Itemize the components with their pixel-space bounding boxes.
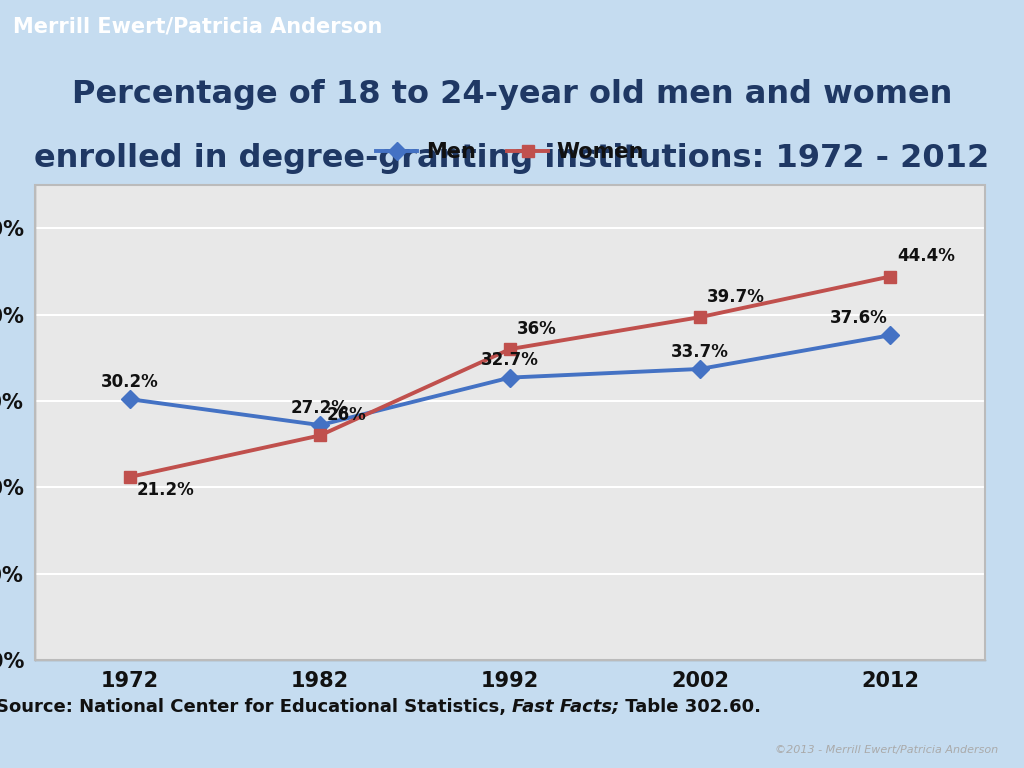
Text: enrolled in degree-granting institutions: 1972 - 2012: enrolled in degree-granting institutions… xyxy=(35,144,989,174)
Text: Table 302.60.: Table 302.60. xyxy=(620,697,762,716)
Text: 44.4%: 44.4% xyxy=(897,247,954,266)
Text: 39.7%: 39.7% xyxy=(707,288,765,306)
Text: 36%: 36% xyxy=(517,320,557,338)
Text: Percentage of 18 to 24-year old men and women: Percentage of 18 to 24-year old men and … xyxy=(72,78,952,110)
Text: 21.2%: 21.2% xyxy=(137,481,195,499)
Text: 30.2%: 30.2% xyxy=(101,372,159,391)
Text: 27.2%: 27.2% xyxy=(291,399,349,417)
Legend: Men, Women: Men, Women xyxy=(368,134,652,170)
Text: 32.7%: 32.7% xyxy=(481,351,539,369)
Text: Merrill Ewert/Patricia Anderson: Merrill Ewert/Patricia Anderson xyxy=(13,16,383,36)
Text: Fast Facts;: Fast Facts; xyxy=(512,697,620,716)
Text: 26%: 26% xyxy=(327,406,367,425)
Text: Source: National Center for Educational Statistics,: Source: National Center for Educational … xyxy=(0,697,512,716)
Text: 33.7%: 33.7% xyxy=(671,343,729,361)
Text: ©2013 - Merrill Ewert/Patricia Anderson: ©2013 - Merrill Ewert/Patricia Anderson xyxy=(775,746,998,756)
Text: 37.6%: 37.6% xyxy=(829,309,887,327)
